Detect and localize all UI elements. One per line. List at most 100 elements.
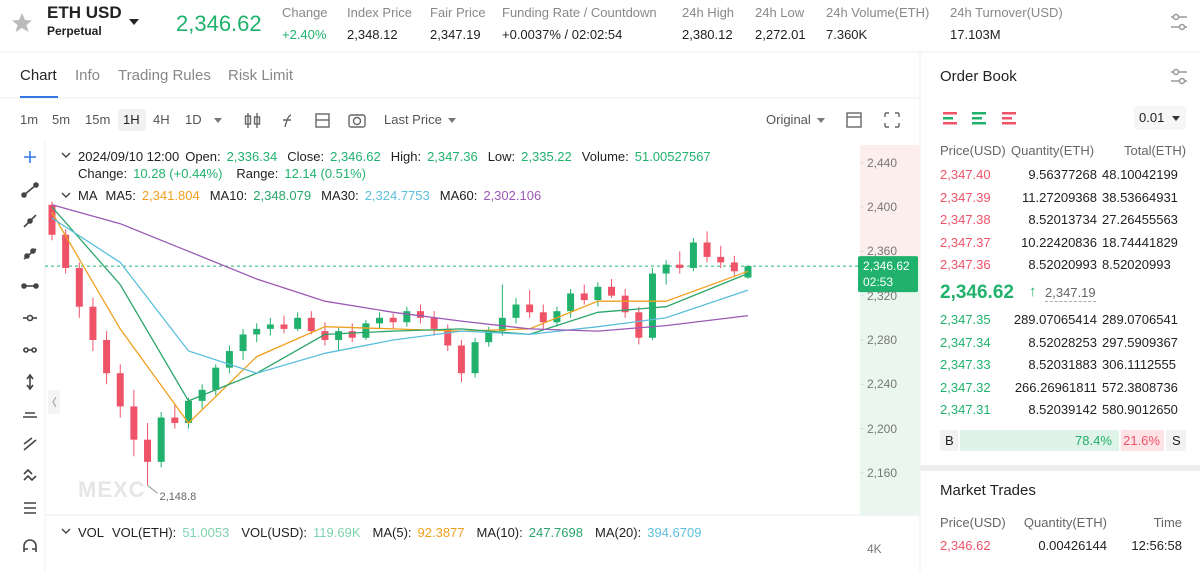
candle-body [457,345,465,374]
candle-body [403,311,411,323]
stat-label: 24h Low [755,5,805,20]
ma-line [51,204,749,332]
collapse-ma[interactable] [61,192,71,198]
price-type-dropdown[interactable] [448,118,456,123]
column-header: Quantity(ETH) [1011,143,1095,158]
interval[interactable]: 15m [85,112,111,127]
candle-body [471,342,479,374]
volume-value: 247.7698 [528,525,583,540]
orderbook-title: Order Book [940,68,1017,85]
interval[interactable]: 5m [52,112,71,127]
ma-label: MA60: [439,188,478,203]
stat-label: Change [282,5,328,20]
volume-axis-label: 4K [867,542,882,556]
favorite-star[interactable] [12,13,32,32]
candle-body [157,417,165,462]
stat-value: 2,348.12 [347,27,398,42]
stat-value: 2,380.12 [682,27,733,42]
view-dropdown[interactable] [817,118,825,123]
ohlc-value: 2,347.36 [427,149,478,164]
volume-title: VOL [78,525,105,540]
last-price-tag-price: 2,346.62 [863,259,910,274]
side-handle[interactable] [48,390,60,414]
interval[interactable]: 4H [153,112,170,127]
tab[interactable]: Risk Limit [228,67,294,84]
symbol-dropdown[interactable] [129,19,139,25]
drawing-tools[interactable] [21,151,39,552]
tab[interactable]: Trading Rules [118,67,211,84]
interval[interactable]: 1m [20,112,39,127]
book-quantity: 8.52028253 [1028,334,1097,350]
interval[interactable]: 1H [123,112,140,127]
symbol[interactable]: ETH USD [47,3,122,22]
orderbook-settings-icon[interactable] [1171,68,1187,85]
precision-dropdown[interactable] [1172,116,1180,121]
interval-dropdown[interactable] [214,118,222,123]
orderbook-view-icons[interactable] [943,112,1016,125]
ma-legend: MA MA5: 2,341.804 MA10: 2,348.079 MA30: 2,324.… [78,188,545,204]
candle-body [485,331,493,343]
candle-body [130,406,138,440]
stat-label: Index Price [347,5,413,20]
candle-body [253,328,261,335]
candle-body [416,311,424,318]
y-tick-label: 2,440 [867,155,898,170]
stat-label: 24h Turnover(USD) [950,5,1063,20]
book-price[interactable]: 2,347.34 [940,334,991,350]
side-handle-arrow [52,396,57,408]
buy-ratio: 78.4% [1075,433,1112,448]
contract-type: Perpetual [47,24,102,38]
volume-value: 92.3877 [417,525,465,540]
book-price[interactable]: 2,347.35 [940,312,991,327]
stat-label: 24h Volume(ETH) [826,5,930,20]
price-type[interactable]: Last Price [384,112,442,127]
change-info: Change: 10.28 (+0.44%) Range: 12.14 (0.51%) [78,166,374,182]
stat-value: 2,272.01 [755,27,806,42]
sell-label-bg [1166,430,1186,451]
view-mode[interactable]: Original [766,112,811,127]
tab[interactable]: Info [75,67,101,84]
last-price-tag-countdown: 02:53 [863,275,894,290]
collapse-vol[interactable] [61,528,71,534]
book-price[interactable]: 2,347.33 [940,357,991,372]
active-tab-underline [20,96,58,98]
interval[interactable]: 1D [185,112,202,127]
precision-select-bg[interactable] [1134,106,1186,130]
column-header: Total(ETH) [1124,143,1187,158]
candle-body [321,331,329,340]
ma-label: MA5: [105,188,136,203]
volume-label: VOL(USD): [241,525,308,540]
book-price[interactable]: 2,347.39 [940,189,991,205]
book-price[interactable]: 2,347.37 [940,234,991,250]
candle-body [171,417,179,424]
candle-body [444,328,452,346]
collapse-info[interactable] [61,152,71,158]
settings-icon[interactable] [1171,13,1187,31]
ma-line [51,217,749,374]
trade-price: 2,346.62 [940,538,991,553]
book-price[interactable]: 2,347.31 [940,402,991,417]
candle-body [498,317,506,332]
ohlc-label: Close: [287,149,325,164]
stat-value: 2,347.19 [430,27,481,42]
candle-body [89,306,97,340]
book-price[interactable]: 2,347.40 [940,167,991,182]
precision-value[interactable]: 0.01 [1139,110,1165,125]
book-price[interactable]: 2,347.36 [940,257,991,272]
sell-ratio: 21.6% [1123,433,1160,448]
chart-tools[interactable] [244,112,900,128]
volume-label: MA(5): [372,525,412,540]
ohlc-label: Volume: [581,149,629,164]
book-quantity: 8.52020993 [1028,257,1097,272]
column-header: Quantity(ETH) [1023,515,1107,530]
tab[interactable]: Chart [20,67,57,84]
book-price[interactable]: 2,347.38 [940,212,991,227]
ohlc-label: Open: [185,149,221,164]
volume-label: MA(20): [594,525,642,540]
ohlc-label: Low: [487,149,516,164]
book-price[interactable]: 2,347.32 [940,379,991,395]
candle-body [717,256,725,263]
column-header: Price(USD) [940,143,1006,158]
stat-label: Fair Price [430,5,486,20]
